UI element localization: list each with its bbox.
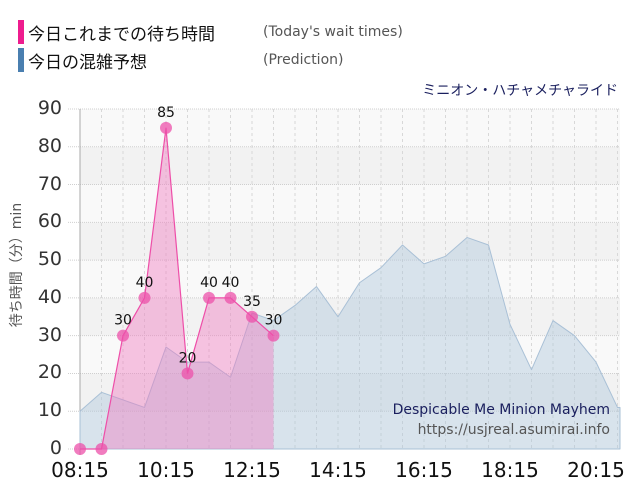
grid-band (80, 184, 620, 223)
data-point (203, 291, 215, 304)
data-point (267, 329, 280, 342)
data-point (95, 443, 108, 455)
legend-label-en: (Today's wait times) (263, 24, 403, 40)
legend-label-jp: 今日これまでの待ち時間 (28, 24, 215, 45)
today-area (80, 127, 274, 449)
y-tick-label: 30 (37, 323, 62, 346)
data-point (181, 367, 194, 380)
y-tick-label: 0 (49, 437, 62, 459)
credit-ride-name: Despicable Me Minion Mayhem (392, 402, 610, 418)
chart-title: ミニオン・ハチャメチャライド (422, 83, 618, 99)
data-point (224, 291, 237, 304)
y-tick-label: 70 (37, 172, 62, 195)
y-tick-label: 50 (37, 248, 62, 271)
data-point (246, 310, 258, 323)
legend-swatch-pink (18, 20, 24, 44)
x-tick-label: 12:15 (223, 458, 281, 482)
credit-url: https://usjreal.asumirai.info (417, 422, 610, 438)
x-tick-label: 18:15 (481, 458, 539, 482)
x-tick-label: 14:15 (309, 458, 367, 482)
x-tick-label: 20:15 (567, 458, 625, 482)
data-point (138, 291, 151, 304)
data-label: 30 (265, 313, 283, 329)
grid-band (80, 260, 620, 298)
data-label: 40 (200, 275, 218, 291)
data-label: 30 (114, 313, 132, 329)
grid-band (80, 297, 620, 336)
y-tick-label: 80 (37, 134, 62, 157)
data-label: 85 (157, 105, 175, 121)
grid-band (80, 222, 620, 261)
y-tick-label: 90 (37, 97, 62, 119)
y-tick-label: 40 (37, 285, 62, 308)
legend-label-jp: 今日の混雑予想 (28, 52, 147, 73)
today-line (80, 127, 274, 450)
grid-band (80, 373, 620, 412)
legend-label-en: (Prediction) (263, 52, 344, 68)
data-label: 35 (243, 294, 261, 310)
data-label: 20 (179, 350, 197, 366)
x-tick-label: 16:15 (395, 458, 453, 482)
data-point (117, 329, 129, 342)
legend-item-today: 今日これまでの待ち時間 (Today's wait times) (18, 20, 403, 45)
y-tick-label: 10 (37, 399, 62, 422)
y-tick-label: 60 (37, 210, 62, 233)
y-tick-label: 20 (37, 361, 62, 384)
legend-swatch-blue (18, 48, 24, 72)
data-point (160, 121, 172, 134)
data-label: 40 (222, 275, 240, 291)
x-tick-label: 08:15 (51, 458, 109, 482)
data-point (74, 443, 86, 455)
x-tick-label: 10:15 (137, 458, 195, 482)
prediction-area (79, 236, 621, 450)
data-label: 40 (136, 275, 154, 291)
legend-item-prediction: 今日の混雑予想 (Prediction) (18, 48, 344, 73)
grid-band (80, 411, 620, 449)
